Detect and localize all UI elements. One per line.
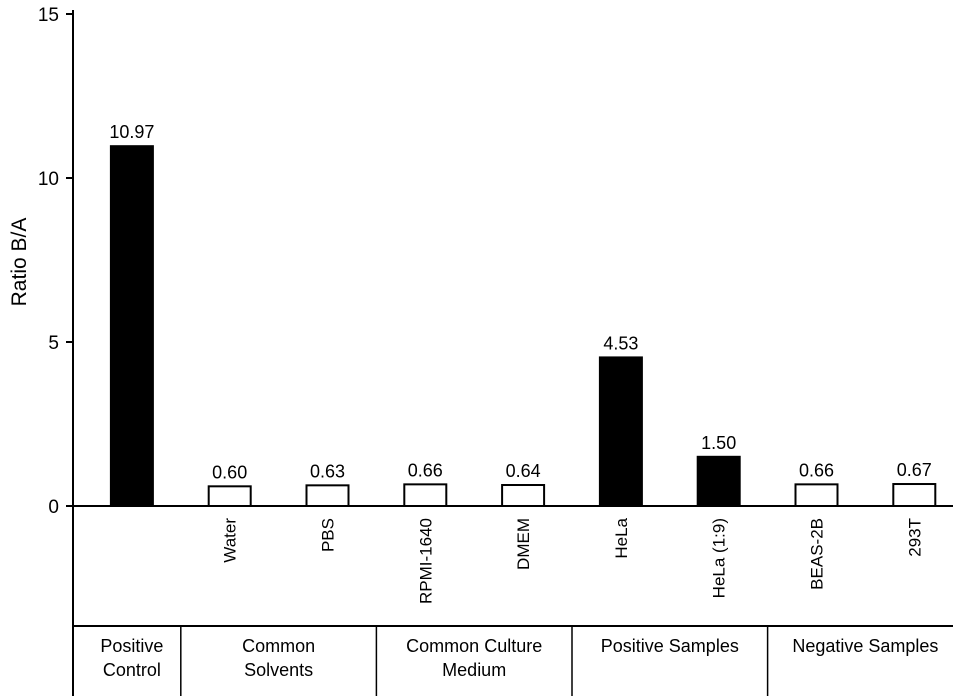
y-axis-label: Ratio B/A <box>8 218 31 307</box>
y-tick-label: 5 <box>48 333 59 354</box>
group-label: Control <box>103 660 161 680</box>
data-label: 10.97 <box>109 122 154 142</box>
y-tick-label: 15 <box>38 5 59 26</box>
y-tick-label: 0 <box>48 497 59 518</box>
group-label: Negative Samples <box>792 636 938 656</box>
bar <box>109 145 154 508</box>
data-label: 1.50 <box>701 433 736 453</box>
group-label: Solvents <box>244 660 313 680</box>
x-tick-label: PBS <box>319 518 338 552</box>
y-tick-label: 10 <box>38 169 59 190</box>
bar <box>403 483 448 507</box>
data-label: 0.64 <box>506 461 541 481</box>
x-tick-label: HeLa (1:9) <box>710 518 729 598</box>
bar <box>598 356 643 507</box>
group-label: Positive Samples <box>601 636 739 656</box>
bar <box>794 483 839 507</box>
data-label: 0.66 <box>408 460 443 480</box>
x-tick-label: DMEM <box>514 518 533 570</box>
group-label: Common <box>242 636 315 656</box>
data-label: 0.63 <box>310 461 345 481</box>
bar <box>696 455 741 507</box>
data-label: 0.60 <box>212 462 247 482</box>
axes: 0 5 10 15 <box>38 5 953 696</box>
data-label: 0.66 <box>799 460 834 480</box>
x-tick-label: Water <box>221 518 240 563</box>
bars <box>109 145 937 508</box>
data-label: 0.67 <box>897 460 932 480</box>
group-label: Positive <box>100 636 163 656</box>
bar <box>501 484 546 507</box>
x-tick-label: HeLa <box>612 517 631 558</box>
bar <box>892 483 937 507</box>
group-label: Common Culture <box>406 636 542 656</box>
group-label: Medium <box>442 660 506 680</box>
data-label: 4.53 <box>603 333 638 353</box>
bar <box>207 485 252 508</box>
labels: 10.97 0.60 0.63 0.66 0.64 4.53 1.50 0.66 0.67 Wat… <box>100 122 938 680</box>
x-tick-label: BEAS-2B <box>808 518 827 590</box>
x-tick-label: 293T <box>905 518 924 557</box>
x-tick-label: RPMI-1640 <box>416 518 435 604</box>
bar <box>305 484 350 507</box>
